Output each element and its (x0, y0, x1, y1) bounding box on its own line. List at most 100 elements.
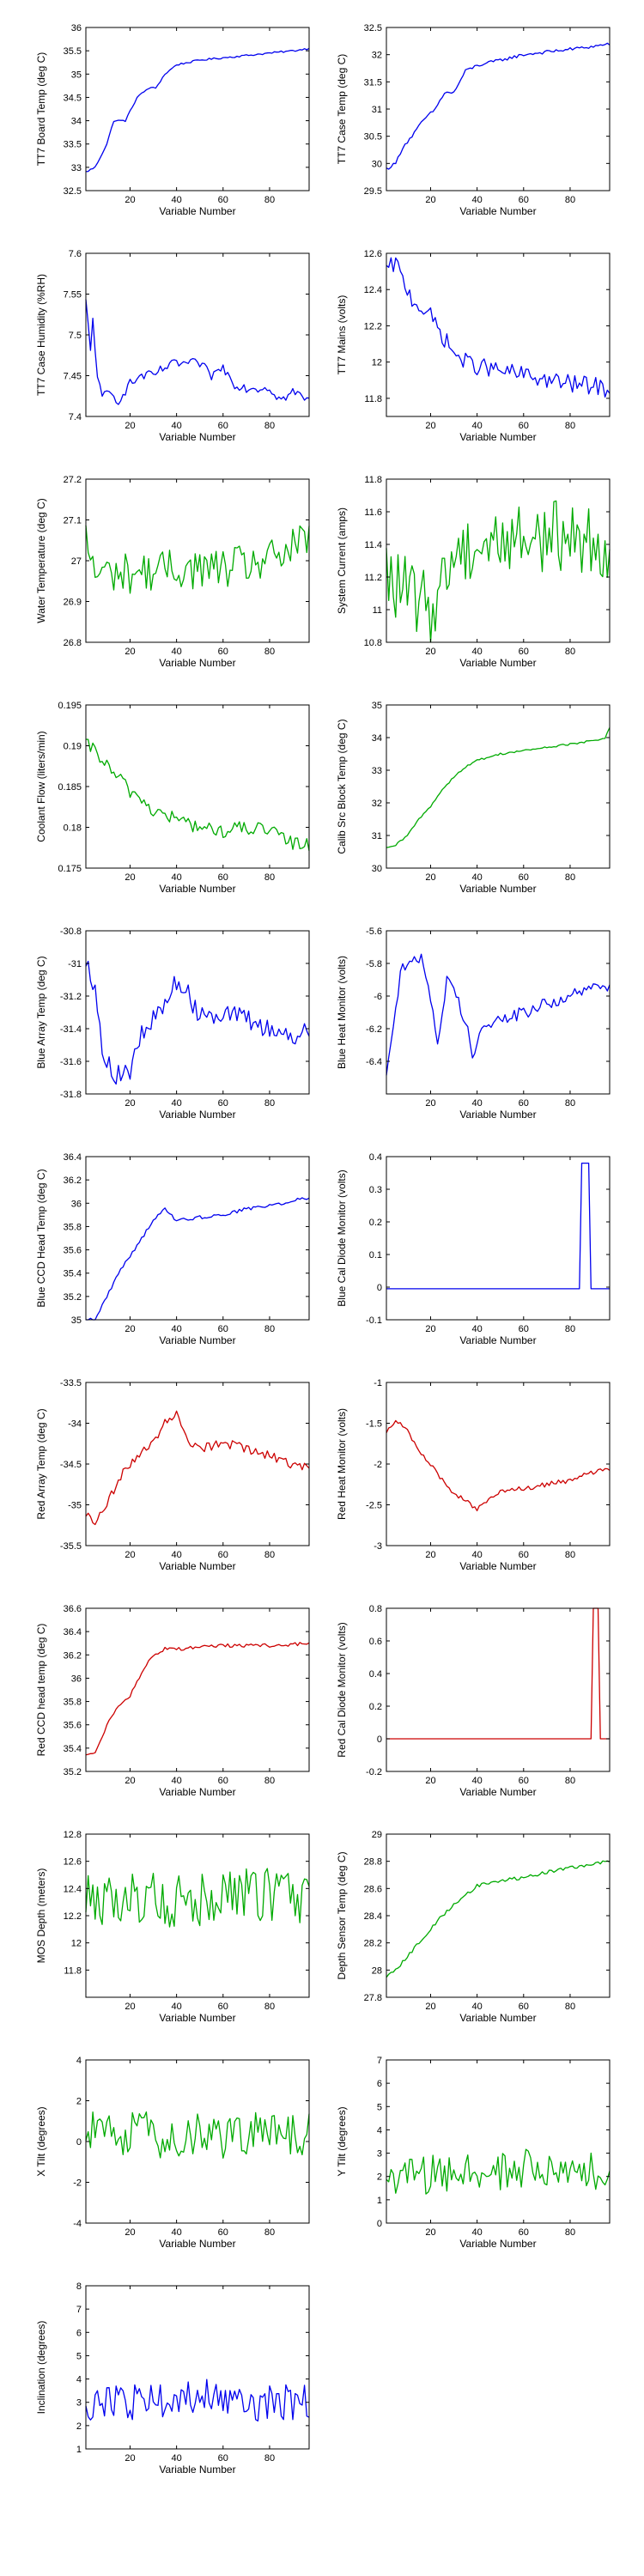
x-tick-label: 60 (218, 1550, 228, 1560)
y-tick-label: 28.2 (364, 1939, 382, 1949)
x-tick-label: 60 (218, 1776, 228, 1786)
x-tick-label: 60 (218, 421, 228, 431)
x-axis-label: Variable Number (459, 1560, 536, 1572)
y-tick-label: 6 (377, 2079, 382, 2089)
x-tick-label: 40 (472, 2002, 483, 2012)
y-tick-label: 32 (372, 51, 382, 61)
y-tick-label: 11.8 (64, 1965, 82, 1976)
y-tick-label: 35.6 (64, 1721, 82, 1731)
x-tick-label: 20 (425, 1098, 435, 1109)
plot-frame (386, 1156, 611, 1321)
y-tick-label: 31.5 (364, 77, 382, 88)
y-axis-label: Red Heat Monitor (volts) (336, 1408, 348, 1520)
y-tick-label: 32.5 (364, 23, 382, 33)
x-tick-label: 60 (519, 1776, 529, 1786)
plot-frame (85, 1156, 310, 1321)
plot-frame (386, 704, 611, 869)
x-tick-label: 20 (125, 1550, 135, 1560)
series-line (85, 2111, 310, 2160)
x-tick-label: 60 (519, 2227, 529, 2238)
y-tick-label: 12.4 (364, 285, 382, 295)
chart-panel-12: 20 40 60 80 -0.1 0 0.1 0.2 0.3 0.4 Variable Number… (336, 1152, 611, 1346)
x-tick-label: 60 (519, 195, 529, 205)
y-tick-label: -6.4 (366, 1057, 382, 1067)
plot-frame (386, 478, 611, 643)
y-tick-label: 33 (71, 163, 82, 173)
plot-frame (85, 252, 310, 417)
y-tick-label: 31 (372, 831, 382, 841)
y-tick-label: 4 (76, 2375, 82, 2385)
y-axis-label: Red Cal Diode Monitor (volts) (336, 1622, 348, 1757)
y-tick-label: -31.6 (60, 1057, 82, 1067)
y-tick-label: 0.195 (58, 701, 82, 711)
plot-frame (386, 1833, 611, 1998)
x-tick-label: 80 (565, 421, 575, 431)
y-tick-label: 35.2 (64, 1292, 82, 1303)
x-tick-label: 40 (172, 421, 182, 431)
x-tick-label: 40 (172, 647, 182, 657)
series-line (85, 525, 310, 594)
y-tick-label: 35 (372, 701, 382, 711)
x-axis-label: Variable Number (459, 1109, 536, 1121)
y-tick-label: -33.5 (60, 1378, 82, 1388)
x-tick-label: 40 (472, 421, 483, 431)
y-tick-label: 1 (377, 2196, 382, 2206)
series-line (386, 1860, 611, 1978)
x-tick-label: 80 (264, 2453, 275, 2464)
y-tick-label: 5 (76, 2351, 82, 2361)
x-tick-label: 80 (565, 1324, 575, 1334)
y-tick-label: 0.18 (64, 823, 82, 834)
y-tick-label: 26.8 (64, 638, 82, 648)
series-line (386, 257, 611, 398)
x-tick-label: 40 (472, 1324, 483, 1334)
x-tick-label: 80 (565, 1550, 575, 1560)
chart-panel-7: 20 40 60 80 0.175 0.18 0.185 0.19 0.195 Variable … (35, 701, 310, 895)
y-tick-label: 0.3 (369, 1185, 382, 1195)
x-tick-label: 40 (472, 647, 483, 657)
y-tick-label: -2 (374, 1460, 382, 1470)
y-tick-label: -34 (68, 1419, 82, 1430)
y-tick-label: -5.8 (366, 959, 382, 969)
series-line (386, 1607, 610, 1740)
y-tick-label: 11.8 (364, 475, 382, 485)
x-tick-label: 80 (264, 1324, 275, 1334)
series-line (85, 960, 310, 1085)
x-axis-label: Variable Number (459, 205, 536, 217)
y-axis-label: System Current (amps) (336, 507, 348, 614)
y-tick-label: 27.1 (64, 516, 82, 526)
plot-frame (85, 1607, 310, 1772)
chart-panel-15: 20 40 60 80 35.2 35.4 35.6 35.8 36 36.2 36.4 36.6 Va… (35, 1604, 310, 1798)
y-tick-label: 2 (377, 2172, 382, 2183)
plot-frame (85, 478, 310, 643)
x-tick-label: 80 (264, 195, 275, 205)
y-tick-label: -0.2 (366, 1767, 382, 1777)
x-axis-label: Variable Number (459, 2012, 536, 2024)
y-tick-label: -6.2 (366, 1024, 382, 1035)
y-tick-label: 30 (372, 864, 382, 874)
y-tick-label: 12.4 (64, 1884, 82, 1894)
x-tick-label: 20 (125, 1776, 135, 1786)
plot-frame (85, 27, 310, 191)
chart-panel-19: 20 40 60 80 -4 -2 0 2 4 Variable Number X Tilt (de… (35, 2056, 310, 2250)
x-tick-label: 60 (519, 872, 529, 883)
y-tick-label: 0.4 (369, 1669, 382, 1680)
y-axis-label: Depth Sensor Temp (deg C) (336, 1851, 348, 1979)
y-tick-label: 12.8 (64, 1830, 82, 1840)
plot-frame (85, 930, 310, 1095)
x-tick-label: 80 (264, 872, 275, 883)
x-tick-label: 20 (125, 421, 135, 431)
y-tick-label: 6 (76, 2328, 82, 2338)
y-tick-label: 30 (372, 159, 382, 169)
chart-panel-13: 20 40 60 80 -35.5 -35 -34.5 -34 -33.5 Variable Nu… (35, 1378, 310, 1572)
x-tick-label: 20 (425, 1776, 435, 1786)
x-tick-label: 40 (172, 1324, 182, 1334)
y-tick-label: -35.5 (60, 1541, 82, 1552)
plot-frame (386, 2059, 611, 2224)
series-line (386, 42, 611, 170)
y-tick-label: -31.2 (60, 992, 82, 1002)
x-tick-label: 20 (125, 1098, 135, 1109)
y-tick-label: 12.6 (364, 249, 382, 259)
y-tick-label: 7.5 (69, 331, 82, 341)
series-line (85, 1642, 310, 1756)
y-tick-label: -31.8 (60, 1090, 82, 1100)
